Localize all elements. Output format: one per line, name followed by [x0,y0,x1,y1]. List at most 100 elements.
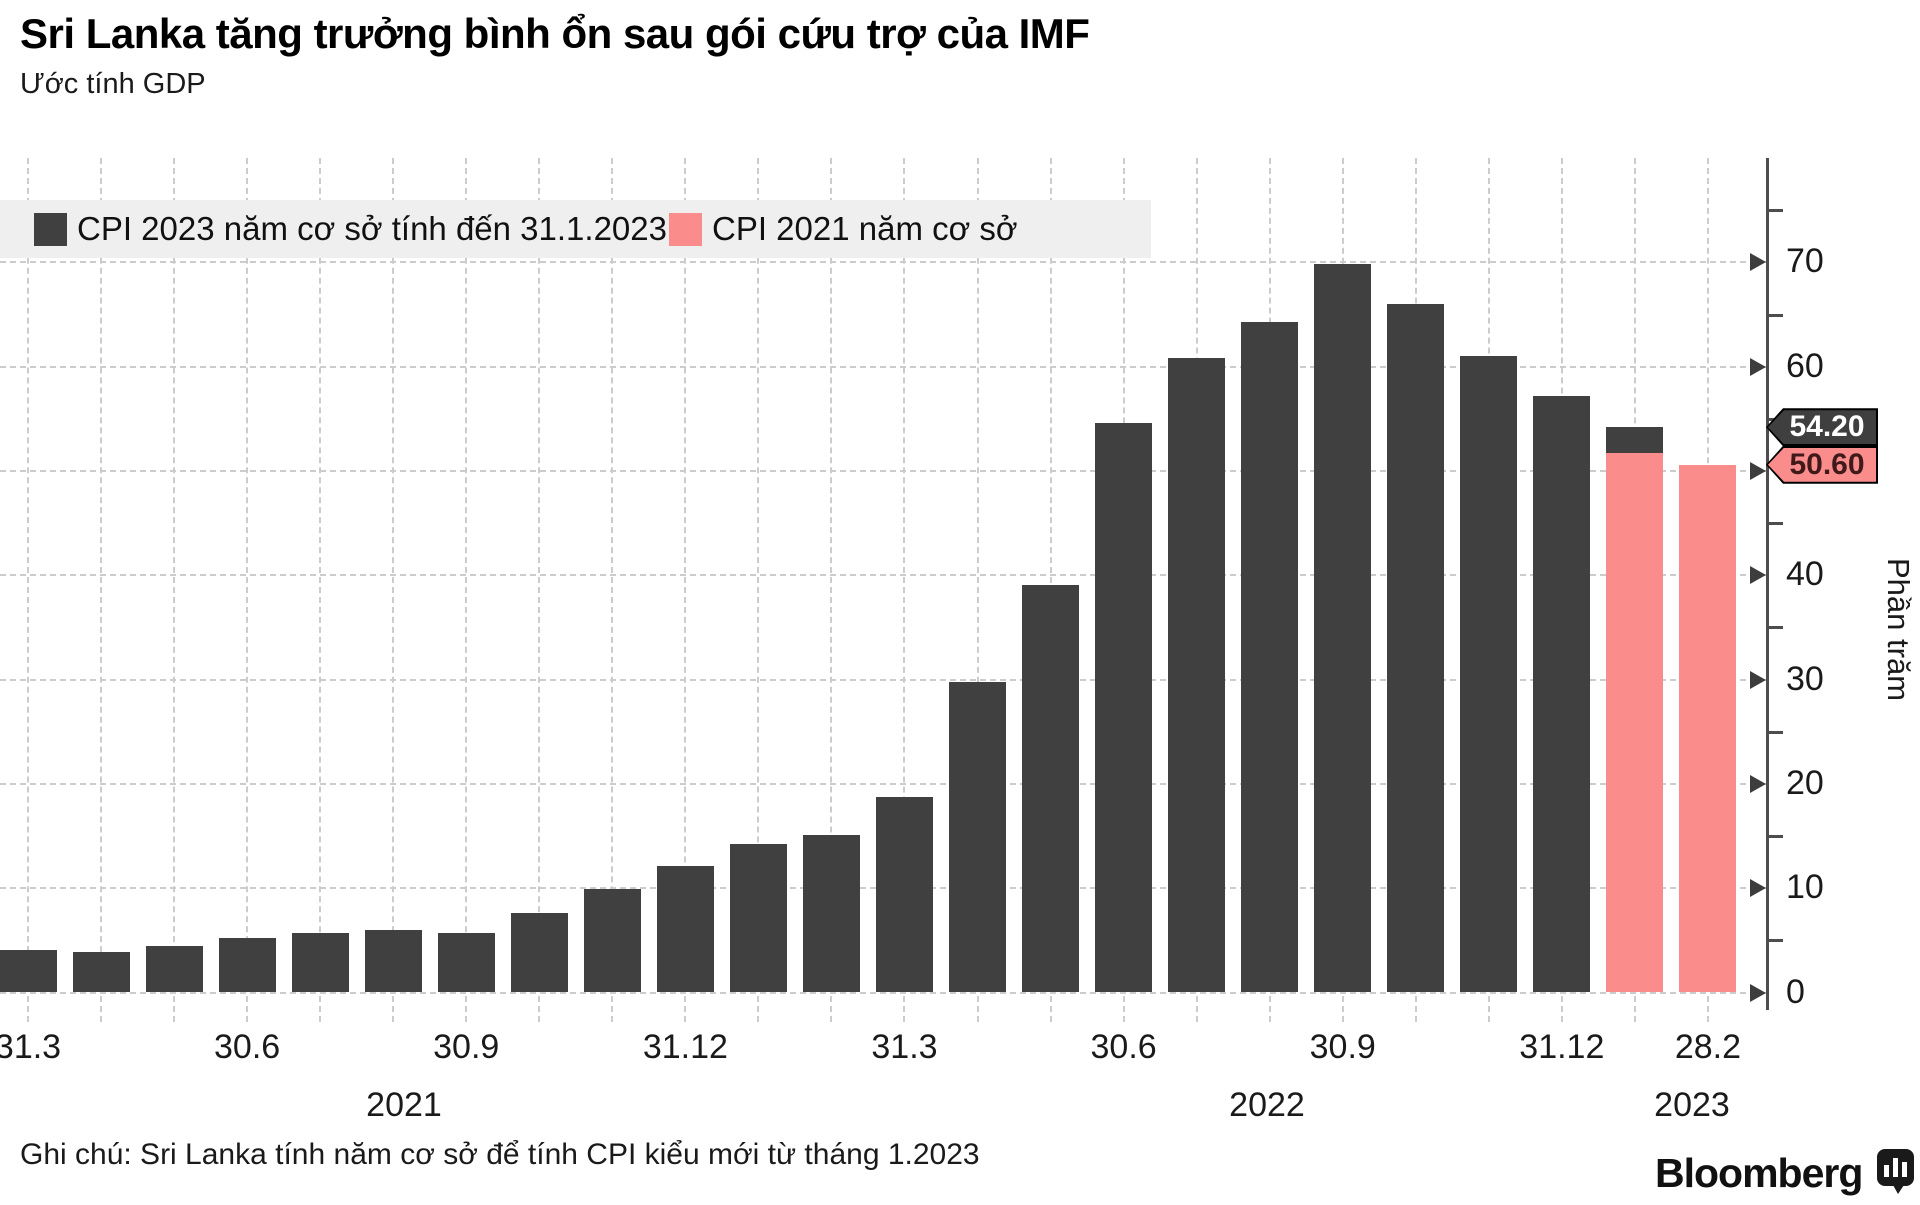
x-tick-label: 28.2 [1674,1028,1741,1066]
legend-item-cpi-2023: CPI 2023 năm cơ sở tính đến 31.1.2023 [34,200,667,258]
legend-label: CPI 2023 năm cơ sở tính đến 31.1.2023 [77,210,667,247]
x-tick-label: 30.9 [433,1028,500,1066]
v-gridline [976,158,979,1022]
bar-cpi-2023-base [802,835,860,993]
bar-cpi-2023-base [72,951,130,993]
bar-cpi-2023-base [656,866,714,993]
bar-cpi-2023-base [437,933,495,993]
x-tick-label: 31.12 [642,1028,728,1066]
v-gridline [465,158,468,1022]
h-gridline [0,470,1766,472]
y-tick-minor [1769,730,1783,734]
bar-cpi-2023-base [949,681,1007,993]
bar-cpi-2023-base [0,949,57,993]
bar-cpi-2023-base [875,797,933,993]
y-tick-arrow [1750,983,1766,1002]
h-gridline [0,991,1766,994]
y-axis-line [1766,158,1769,1010]
footnote: Ghi chú: Sri Lanka tính năm cơ sở để tín… [20,1138,980,1171]
bar-cpi-2023-base [510,913,568,993]
legend-swatch-dark [34,212,67,246]
end-value-badge-pink: 50.60 [1766,445,1878,484]
v-gridline [611,158,614,1022]
bar-cpi-2023-base [291,933,349,993]
x-year-label: 2021 [366,1086,442,1124]
x-year-label: 2023 [1654,1086,1730,1124]
bloomberg-chart-bubble-icon [1876,1148,1916,1199]
page-subtitle: Ước tính GDP [20,68,206,100]
x-tick-label: 31.3 [0,1028,62,1066]
y-tick-label: 20 [1786,763,1824,802]
bar-cpi-2023-base [1095,423,1153,993]
bar-cpi-2023-base [1533,395,1591,993]
h-gridline [0,261,1766,264]
x-tick-label: 30.6 [1090,1028,1157,1066]
h-gridline [0,782,1766,785]
y-tick-minor [1769,209,1783,213]
y-tick-arrow [1750,566,1766,585]
legend: CPI 2023 năm cơ sở tính đến 31.1.2023 CP… [0,200,1151,258]
bar-cpi-2023-base [1241,321,1299,993]
y-tick-minor [1769,313,1783,317]
bar-cpi-2023-base [145,945,203,993]
bar-cpi-2023-base [1387,304,1445,993]
v-gridline [757,158,760,1022]
bar-cpi-2023-base [729,844,787,993]
v-gridline [538,158,541,1022]
y-tick-arrow [1750,670,1766,689]
h-gridline [0,678,1766,681]
end-value-dark: 54.20 [1768,410,1876,445]
y-tick-label: 10 [1786,868,1824,907]
y-tick-minor [1769,626,1783,630]
y-axis-title: Phần trăm [1881,558,1916,702]
y-tick-arrow [1750,253,1766,272]
y-tick-arrow [1750,357,1766,376]
y-tick-minor [1769,939,1783,943]
legend-label: CPI 2021 năm cơ sở [712,210,1018,247]
x-tick-label: 31.3 [871,1028,938,1066]
h-gridline [0,365,1766,368]
bar-cpi-2023-base [1168,358,1226,993]
bar-cpi-2023-base [218,938,276,993]
v-gridline [246,158,249,1022]
v-gridline [684,158,687,1022]
brand: Bloomberg [1655,1148,1916,1199]
v-gridline [830,158,833,1022]
x-tick-label: 30.9 [1309,1028,1376,1066]
bar-cpi-2021-base [1606,453,1664,993]
legend-swatch-pink [669,212,702,246]
y-tick-minor [1769,522,1783,526]
bar-cpi-2023-base [1022,584,1080,993]
y-tick-label: 0 [1786,972,1805,1011]
v-gridline [173,158,176,1022]
y-tick-arrow [1750,879,1766,898]
page-title: Sri Lanka tăng trưởng bình ổn sau gói cứ… [20,10,1090,57]
bloomberg-logo: Bloomberg [1655,1150,1863,1196]
y-tick-arrow [1750,462,1766,480]
bar-cpi-2023-base [1314,264,1372,993]
y-tick-arrow [1750,774,1766,793]
y-tick-minor [1769,835,1783,839]
v-gridline [392,158,395,1022]
x-tick-label: 30.6 [214,1028,281,1066]
v-gridline [100,158,103,1022]
y-tick-label: 40 [1786,555,1824,594]
y-tick-label: 70 [1786,242,1824,281]
bar-cpi-2023-base [364,929,422,993]
v-gridline [319,158,322,1022]
y-tick-label: 60 [1786,346,1824,385]
v-gridline [27,158,29,1022]
h-gridline [0,574,1766,577]
v-gridline [903,158,906,1022]
x-tick-label: 31.12 [1519,1028,1605,1066]
x-year-label: 2022 [1229,1086,1305,1124]
bar-cpi-2021-base [1679,464,1737,993]
bar-cpi-2023-base [1460,356,1518,993]
bar-cpi-2023-base [583,889,641,993]
end-value-pink: 50.60 [1768,447,1876,482]
legend-item-cpi-2021: CPI 2021 năm cơ sở [669,200,1018,258]
y-tick-label: 30 [1786,659,1824,698]
end-value-badge-dark: 54.20 [1766,408,1878,447]
